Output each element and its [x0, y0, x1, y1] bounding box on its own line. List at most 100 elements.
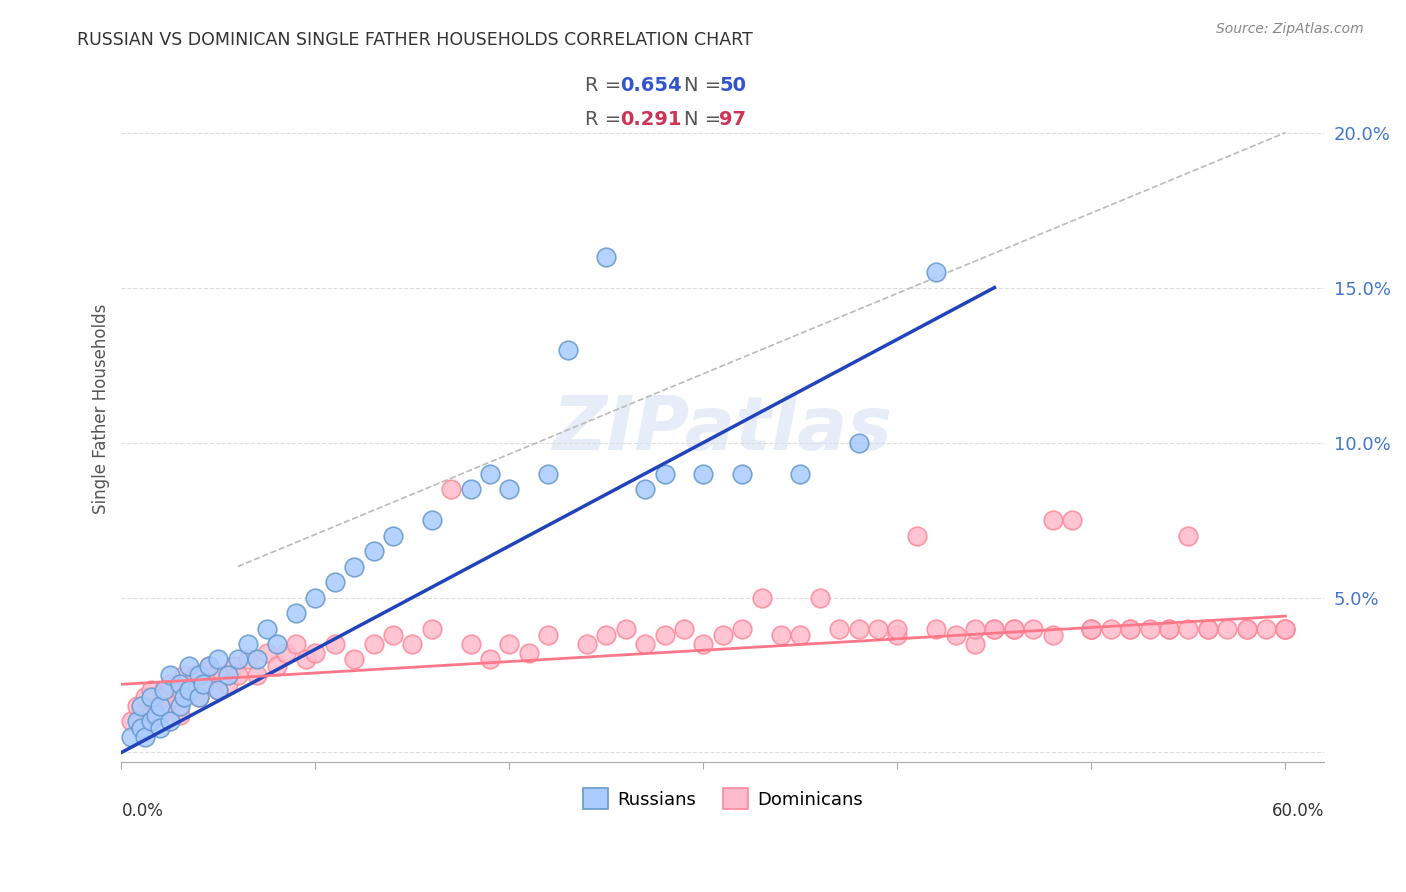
- Point: [129, 698, 152, 713]
- Point: [197, 658, 219, 673]
- Point: [304, 646, 326, 660]
- Point: [363, 637, 385, 651]
- Y-axis label: Single Father Households: Single Father Households: [93, 303, 110, 514]
- Point: [634, 637, 657, 651]
- Point: [139, 714, 162, 729]
- Point: [1157, 622, 1180, 636]
- Point: [207, 652, 229, 666]
- Point: [945, 628, 967, 642]
- Point: [188, 668, 211, 682]
- Text: 50: 50: [720, 77, 747, 95]
- Point: [217, 668, 239, 682]
- Text: 97: 97: [720, 111, 747, 129]
- Point: [207, 683, 229, 698]
- Point: [179, 683, 201, 698]
- Point: [1177, 528, 1199, 542]
- Point: [226, 652, 249, 666]
- Point: [1080, 622, 1102, 636]
- Point: [204, 668, 226, 682]
- Point: [401, 637, 423, 651]
- Point: [217, 677, 239, 691]
- Point: [323, 637, 346, 651]
- Point: [134, 690, 156, 704]
- Point: [236, 637, 259, 651]
- Point: [149, 708, 172, 723]
- Point: [256, 622, 278, 636]
- Text: ZIPatlas: ZIPatlas: [553, 393, 893, 467]
- Point: [211, 668, 233, 682]
- Point: [614, 622, 637, 636]
- Point: [343, 559, 366, 574]
- Point: [145, 698, 167, 713]
- Point: [256, 646, 278, 660]
- Point: [191, 677, 214, 691]
- Point: [965, 637, 987, 651]
- Text: 0.0%: 0.0%: [121, 802, 163, 820]
- Point: [323, 574, 346, 589]
- Point: [731, 467, 754, 481]
- Point: [159, 714, 181, 729]
- Point: [498, 637, 520, 651]
- Point: [294, 652, 316, 666]
- Point: [848, 435, 870, 450]
- Point: [179, 658, 201, 673]
- Point: [169, 708, 191, 723]
- Point: [925, 622, 948, 636]
- Point: [983, 622, 1005, 636]
- Point: [1274, 622, 1296, 636]
- Point: [460, 637, 482, 651]
- Point: [266, 637, 288, 651]
- Point: [184, 668, 207, 682]
- Point: [169, 698, 191, 713]
- Point: [153, 690, 176, 704]
- Point: [479, 467, 502, 481]
- Point: [197, 658, 219, 673]
- Point: [498, 482, 520, 496]
- Point: [731, 622, 754, 636]
- Point: [692, 637, 714, 651]
- Point: [1119, 622, 1142, 636]
- Point: [1099, 622, 1122, 636]
- Point: [149, 698, 172, 713]
- Point: [654, 467, 676, 481]
- Point: [169, 683, 191, 698]
- Point: [173, 690, 195, 704]
- Point: [222, 658, 245, 673]
- Point: [246, 652, 269, 666]
- Point: [129, 721, 152, 735]
- Point: [285, 606, 308, 620]
- Text: 0.291: 0.291: [620, 111, 682, 129]
- Point: [226, 668, 249, 682]
- Point: [266, 658, 288, 673]
- Text: R =: R =: [585, 111, 621, 129]
- Point: [557, 343, 579, 357]
- Point: [1060, 513, 1083, 527]
- Point: [1002, 622, 1025, 636]
- Text: 60.0%: 60.0%: [1272, 802, 1324, 820]
- Point: [139, 690, 162, 704]
- Point: [363, 544, 385, 558]
- Point: [479, 652, 502, 666]
- Point: [1254, 622, 1277, 636]
- Point: [1119, 622, 1142, 636]
- Point: [285, 637, 308, 651]
- Point: [125, 698, 148, 713]
- Point: [207, 683, 229, 698]
- Point: [1274, 622, 1296, 636]
- Point: [159, 668, 181, 682]
- Point: [1002, 622, 1025, 636]
- Point: [1274, 622, 1296, 636]
- Point: [808, 591, 831, 605]
- Point: [925, 265, 948, 279]
- Point: [139, 683, 162, 698]
- Point: [537, 628, 560, 642]
- Point: [188, 690, 211, 704]
- Point: [711, 628, 734, 642]
- Point: [595, 628, 617, 642]
- Point: [129, 714, 152, 729]
- Text: RUSSIAN VS DOMINICAN SINGLE FATHER HOUSEHOLDS CORRELATION CHART: RUSSIAN VS DOMINICAN SINGLE FATHER HOUSE…: [77, 31, 754, 49]
- Legend: Russians, Dominicans: Russians, Dominicans: [575, 781, 870, 816]
- Point: [576, 637, 599, 651]
- Point: [1139, 622, 1161, 636]
- Point: [1236, 622, 1258, 636]
